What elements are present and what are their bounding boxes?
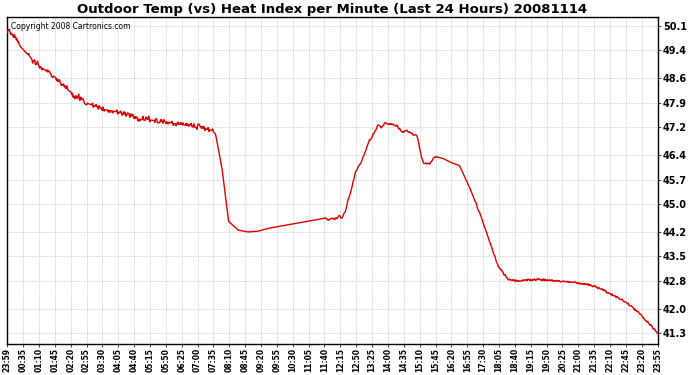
Title: Outdoor Temp (vs) Heat Index per Minute (Last 24 Hours) 20081114: Outdoor Temp (vs) Heat Index per Minute … — [77, 3, 587, 16]
Text: Copyright 2008 Cartronics.com: Copyright 2008 Cartronics.com — [10, 22, 130, 31]
